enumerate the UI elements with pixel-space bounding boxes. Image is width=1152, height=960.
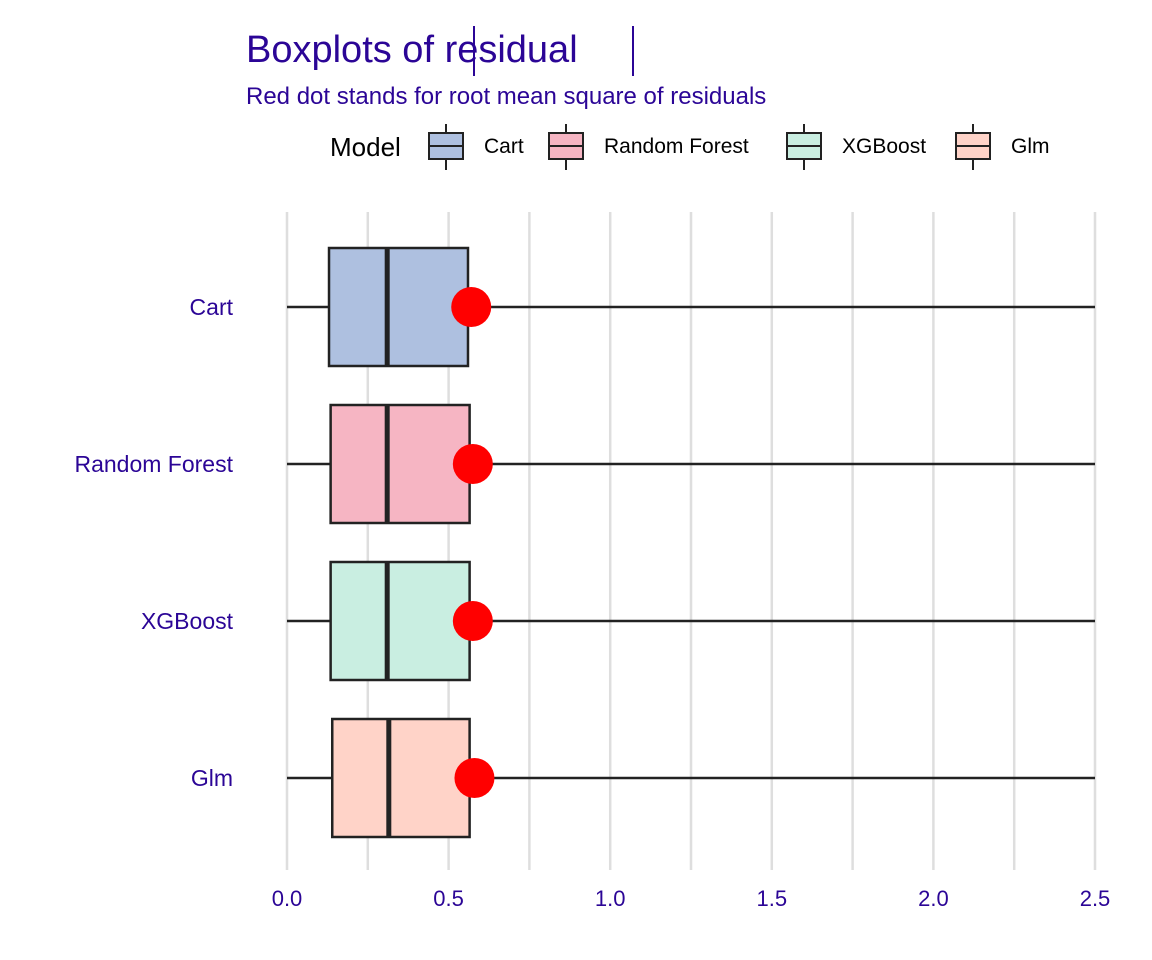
legend-item: XGBoost <box>786 124 926 170</box>
x-tick-label: 2.5 <box>1080 886 1111 911</box>
box-iqr <box>327 246 470 368</box>
box-iqr <box>329 403 471 525</box>
legend: Model Cart Random Forest XGBoost Glm <box>330 124 1050 170</box>
legend-title: Model <box>330 132 401 162</box>
box-glm <box>287 717 1095 839</box>
y-axis-category-labels: Cart Random Forest XGBoost Glm <box>74 294 233 791</box>
y-category-label: XGBoost <box>141 608 234 634</box>
x-tick-label: 0.0 <box>272 886 303 911</box>
legend-label: Glm <box>1011 135 1050 158</box>
rmse-dot <box>452 444 493 484</box>
legend-items: Cart Random Forest XGBoost Glm <box>428 124 1050 170</box>
rmse-dot <box>452 601 493 641</box>
chart-title: Boxplots of residual <box>246 29 578 71</box>
chart-title-prefix: Boxplots of <box>246 29 445 71</box>
legend-label: Cart <box>484 135 524 158</box>
legend-label: Random Forest <box>604 135 749 158</box>
y-category-label: Cart <box>190 294 234 320</box>
x-tick-label: 0.5 <box>433 886 464 911</box>
y-category-label: Glm <box>191 765 233 791</box>
legend-label: XGBoost <box>842 135 926 158</box>
legend-item: Glm <box>955 124 1050 170</box>
box-random-forest <box>287 403 1095 525</box>
box-iqr <box>329 560 471 682</box>
legend-item: Cart <box>428 124 524 170</box>
rmse-dot <box>454 758 495 798</box>
legend-item: Random Forest <box>548 124 749 170</box>
x-tick-label: 1.0 <box>595 886 626 911</box>
box-cart <box>287 246 1095 368</box>
chart-subtitle: Red dot stands for root mean square of r… <box>246 83 766 110</box>
box-iqr <box>330 717 471 839</box>
chart-title-var: residual <box>445 29 578 71</box>
boxes <box>287 246 1095 839</box>
x-axis-tick-labels: 0.0 0.5 1.0 1.5 2.0 2.5 <box>272 886 1111 911</box>
x-tick-label: 2.0 <box>918 886 949 911</box>
rmse-dot <box>451 287 492 327</box>
y-category-label: Random Forest <box>74 451 233 477</box>
x-tick-label: 1.5 <box>757 886 788 911</box>
box-xgboost <box>287 560 1095 682</box>
